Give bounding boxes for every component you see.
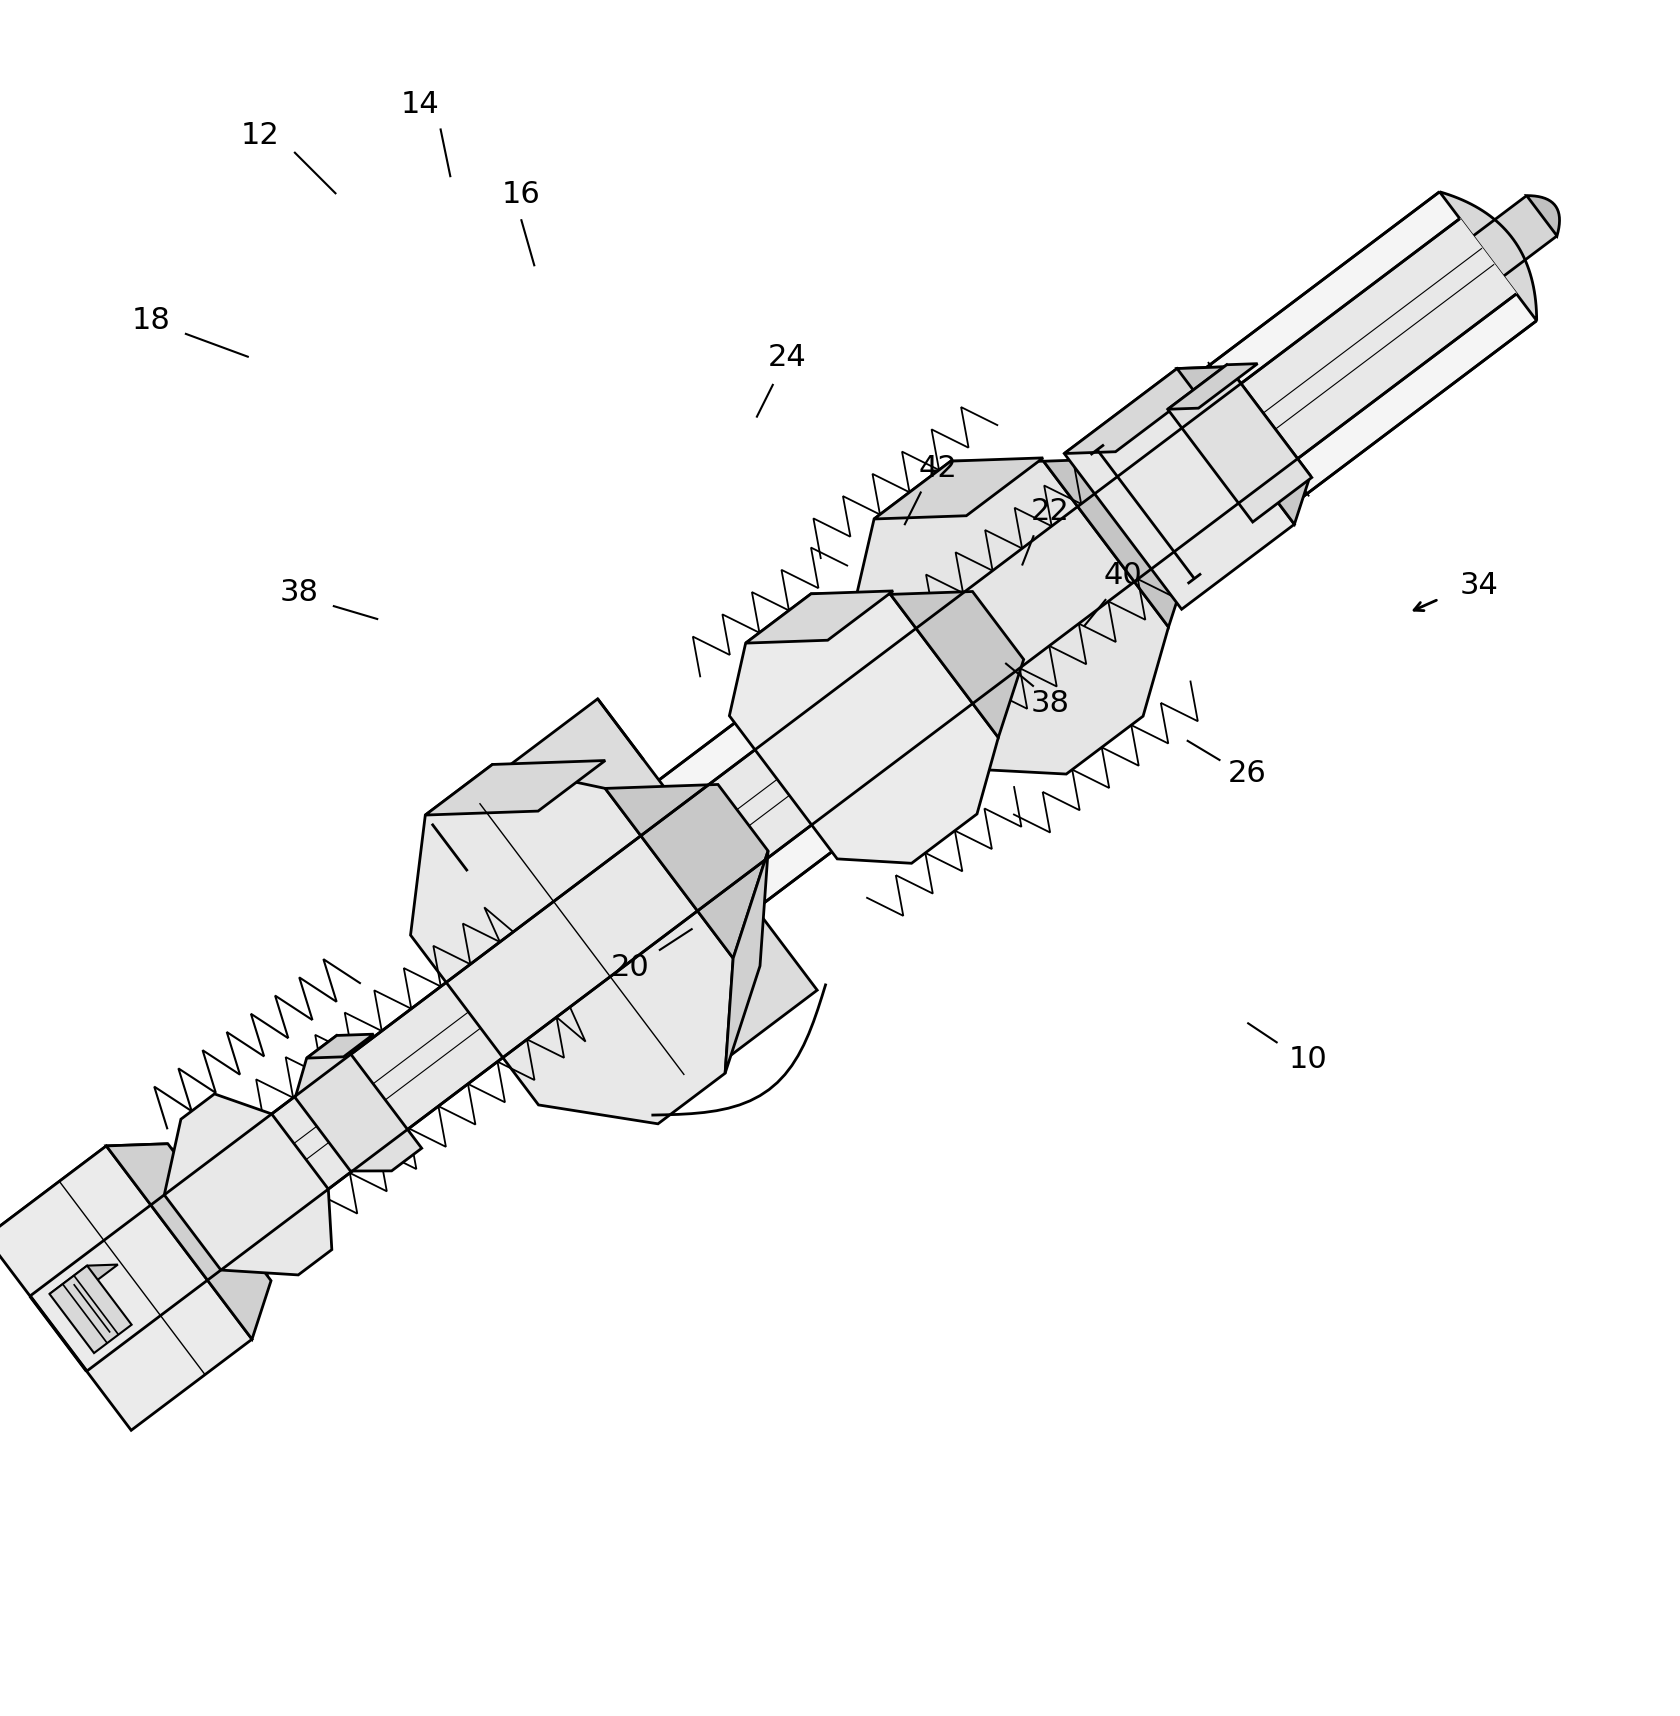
Text: 22: 22 [1030,498,1070,527]
Polygon shape [853,462,1168,774]
Polygon shape [410,764,732,1124]
Polygon shape [890,592,1023,738]
Text: 10: 10 [1287,1045,1327,1074]
Text: 38: 38 [1030,688,1070,717]
Polygon shape [1043,458,1196,626]
Polygon shape [30,218,1515,1371]
Polygon shape [165,1093,331,1275]
Polygon shape [746,590,892,644]
Text: 14: 14 [400,91,440,120]
Polygon shape [606,196,1556,928]
Polygon shape [0,1145,168,1237]
Polygon shape [432,698,816,1115]
Polygon shape [874,458,1043,518]
Polygon shape [49,1265,118,1294]
Polygon shape [1176,367,1309,525]
Polygon shape [1168,366,1310,522]
Text: 24: 24 [766,343,806,372]
Polygon shape [1168,364,1257,408]
Text: 38: 38 [279,578,319,607]
Polygon shape [600,192,1536,952]
Polygon shape [1438,192,1536,321]
Polygon shape [306,1035,373,1059]
Polygon shape [296,1035,422,1170]
Polygon shape [425,760,605,815]
Polygon shape [1063,367,1228,453]
Polygon shape [49,1266,131,1352]
Text: 20: 20 [610,952,650,982]
Polygon shape [1525,196,1559,235]
Polygon shape [0,1146,252,1431]
Text: 16: 16 [501,180,541,209]
Polygon shape [605,784,768,958]
Polygon shape [724,851,768,1072]
Text: 18: 18 [131,305,171,335]
Text: 40: 40 [1102,561,1142,590]
Text: 34: 34 [1458,571,1499,601]
Text: 42: 42 [917,453,958,482]
Polygon shape [106,1145,270,1338]
Text: 12: 12 [240,120,281,149]
Text: 26: 26 [1226,760,1267,788]
Polygon shape [729,594,998,863]
Polygon shape [1063,369,1294,609]
